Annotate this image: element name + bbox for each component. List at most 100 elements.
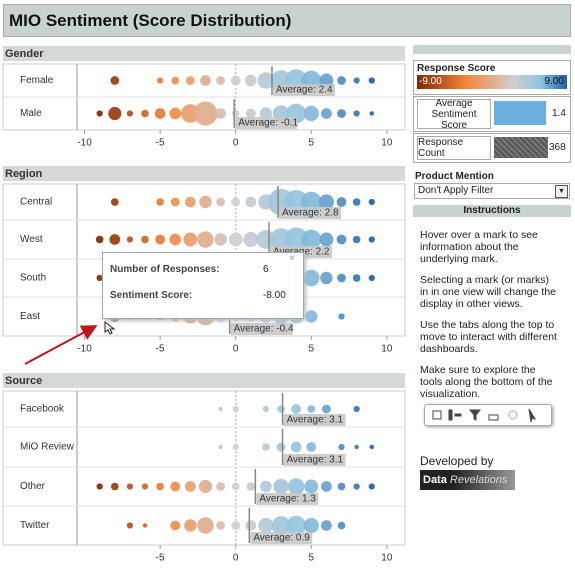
dropdown-arrow[interactable]: ▼ xyxy=(555,185,568,198)
bubble xyxy=(109,234,121,245)
legend-max: 9.00 xyxy=(544,76,564,87)
section-header xyxy=(3,373,405,388)
legend-min: -9.00 xyxy=(419,76,442,87)
bubble xyxy=(368,483,375,490)
bubble xyxy=(170,520,181,531)
bubble xyxy=(245,74,257,87)
bubble xyxy=(352,198,361,206)
bubble xyxy=(321,520,332,531)
bubble xyxy=(169,107,182,120)
x-tick-label: 0 xyxy=(233,344,239,355)
bubble xyxy=(157,77,164,84)
bubble xyxy=(197,517,214,534)
row-label: Twitter xyxy=(20,520,50,531)
plot-frame xyxy=(2,183,406,337)
row-label: Male xyxy=(20,108,42,119)
bubble xyxy=(368,236,375,243)
bubble xyxy=(368,274,375,282)
bubble xyxy=(156,198,164,206)
bubble xyxy=(126,236,134,243)
bubble xyxy=(156,482,164,491)
legend-title: Response Score xyxy=(417,63,496,74)
bubble xyxy=(110,198,119,206)
tooltip-close[interactable]: × xyxy=(289,253,295,264)
x-tick-label: -10 xyxy=(77,344,92,355)
bubble xyxy=(216,76,225,85)
instruction: Use the tabs along the top to move to in… xyxy=(420,319,557,355)
filter-value: Don't Apply Filter xyxy=(418,185,494,196)
bubble xyxy=(198,479,213,494)
section-header xyxy=(3,166,405,181)
average-label: Average: 3.1 xyxy=(287,455,344,466)
bubble xyxy=(232,405,239,413)
bubble xyxy=(183,232,198,247)
bubble xyxy=(108,106,122,121)
instructions-title: Instructions xyxy=(413,205,571,217)
bubble xyxy=(353,405,360,413)
bubble xyxy=(256,230,276,249)
bubble xyxy=(353,483,360,490)
bubble xyxy=(170,481,181,492)
bubble xyxy=(171,76,180,85)
bubble xyxy=(337,109,346,118)
bubble xyxy=(245,196,257,208)
bubble xyxy=(96,483,103,490)
average-label: Average Sentiment Score xyxy=(417,98,491,131)
average-label: Average: 3.1 xyxy=(287,415,344,426)
x-tick-label: 5 xyxy=(309,553,315,564)
bubble xyxy=(214,233,227,246)
x-tick-label: -5 xyxy=(156,138,165,149)
filter-title: Product Mention xyxy=(415,171,494,182)
bubble xyxy=(305,310,318,323)
section-header xyxy=(3,46,405,61)
bubble xyxy=(243,231,259,248)
average-label: Average: 2.8 xyxy=(282,208,339,219)
average-label-bg xyxy=(230,323,293,335)
bubble xyxy=(337,76,346,85)
bubble xyxy=(290,441,302,453)
average-label-bg xyxy=(272,84,335,96)
bubble xyxy=(259,107,273,120)
bubble xyxy=(352,235,361,244)
bubble xyxy=(169,233,182,246)
logo-bold: Data xyxy=(423,474,447,486)
bubble xyxy=(231,109,240,118)
bubble xyxy=(257,72,275,89)
bubble xyxy=(200,75,211,86)
logo: Data Revelations xyxy=(420,470,515,490)
bubble xyxy=(215,108,226,119)
bubble xyxy=(368,198,375,206)
filter-select[interactable]: Don't Apply Filter ▼ xyxy=(414,183,570,199)
x-tick-label: -5 xyxy=(156,553,165,564)
sidebar-bar xyxy=(413,45,571,54)
bubble xyxy=(354,444,359,450)
x-tick-label: 10 xyxy=(381,344,393,355)
bubble xyxy=(304,479,319,494)
bubble xyxy=(216,197,225,207)
average-label-bg xyxy=(283,414,346,426)
bubble xyxy=(110,76,120,85)
bubble xyxy=(338,443,345,451)
bubble xyxy=(321,481,332,492)
logo-italic: Revelations xyxy=(449,474,508,486)
bubble xyxy=(337,521,346,530)
toolbar-icons xyxy=(432,408,537,423)
bubble xyxy=(110,482,119,491)
bubble xyxy=(338,313,345,320)
bubble xyxy=(337,482,346,491)
bubble xyxy=(337,273,346,283)
x-tick-label: 10 xyxy=(381,553,393,564)
average-label-bg xyxy=(235,117,298,129)
credits-label: Developed by xyxy=(420,454,494,468)
bubble xyxy=(258,517,274,534)
bubble xyxy=(352,274,361,282)
bubble xyxy=(141,483,149,490)
bubble xyxy=(231,521,241,530)
bubble xyxy=(170,197,180,207)
bubble xyxy=(369,111,374,116)
bubble xyxy=(320,271,333,285)
bubble xyxy=(319,232,334,247)
bubble xyxy=(197,231,214,248)
bubble xyxy=(262,405,270,413)
bubble xyxy=(96,274,103,282)
